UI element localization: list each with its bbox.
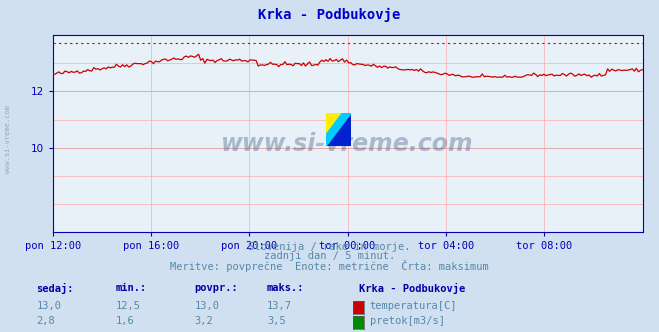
Text: www.si-vreme.com: www.si-vreme.com: [5, 106, 11, 173]
Text: www.si-vreme.com: www.si-vreme.com: [221, 131, 474, 155]
Text: zadnji dan / 5 minut.: zadnji dan / 5 minut.: [264, 251, 395, 261]
Polygon shape: [326, 113, 351, 146]
Text: pretok[m3/s]: pretok[m3/s]: [370, 316, 445, 326]
Polygon shape: [326, 113, 351, 146]
Text: sedaj:: sedaj:: [36, 283, 74, 294]
Text: 2,8: 2,8: [36, 316, 55, 326]
Text: Krka - Podbukovje: Krka - Podbukovje: [359, 283, 465, 294]
Polygon shape: [326, 113, 351, 146]
Text: povpr.:: povpr.:: [194, 283, 238, 293]
Text: min.:: min.:: [115, 283, 146, 293]
Text: 1,6: 1,6: [115, 316, 134, 326]
Text: 3,5: 3,5: [267, 316, 285, 326]
Text: 13,0: 13,0: [36, 301, 61, 311]
Text: Meritve: povprečne  Enote: metrične  Črta: maksimum: Meritve: povprečne Enote: metrične Črta:…: [170, 260, 489, 272]
Text: maks.:: maks.:: [267, 283, 304, 293]
Text: 3,2: 3,2: [194, 316, 213, 326]
Text: temperatura[C]: temperatura[C]: [370, 301, 457, 311]
Text: 13,7: 13,7: [267, 301, 292, 311]
Text: Slovenija / reke in morje.: Slovenija / reke in morje.: [248, 242, 411, 252]
Text: 13,0: 13,0: [194, 301, 219, 311]
Text: Krka - Podbukovje: Krka - Podbukovje: [258, 8, 401, 23]
Text: 12,5: 12,5: [115, 301, 140, 311]
